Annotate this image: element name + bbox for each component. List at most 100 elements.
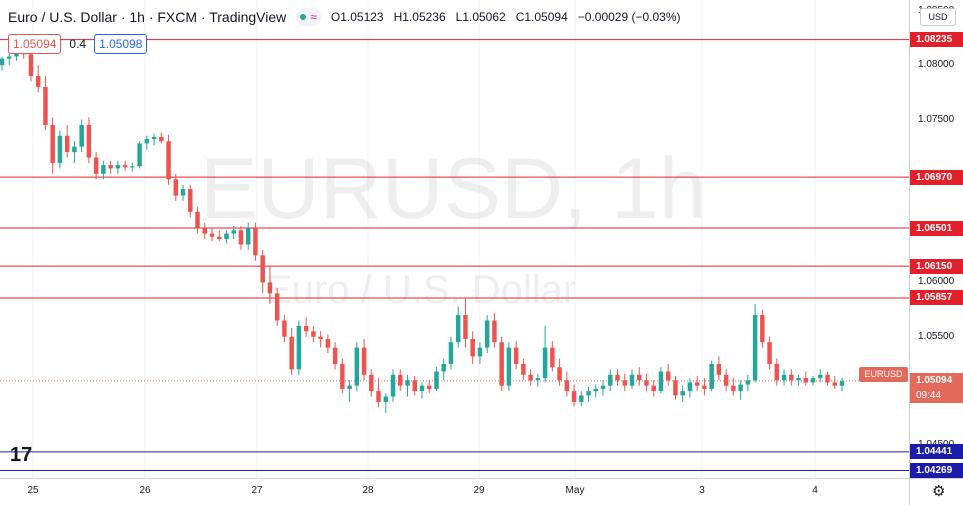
candle-body xyxy=(557,367,562,381)
candle-body xyxy=(173,179,179,196)
candle-body xyxy=(238,230,244,245)
current-price-label[interactable]: 1.05094 09:44 xyxy=(910,373,963,404)
candle-body xyxy=(224,233,229,239)
resistance-level-label[interactable]: 1.08235 xyxy=(910,32,963,48)
candle-body xyxy=(818,374,823,379)
candle-body xyxy=(282,320,287,337)
candle-body xyxy=(405,380,410,386)
candle-body xyxy=(463,315,468,339)
candle-body xyxy=(796,378,801,381)
candle-body xyxy=(296,325,302,370)
candle-body xyxy=(441,363,446,372)
candle-body xyxy=(615,374,620,381)
buy-price-box[interactable]: 1.05098 xyxy=(94,34,148,54)
candle-body xyxy=(289,336,294,370)
candle-body xyxy=(644,380,649,386)
candle-body xyxy=(64,135,70,153)
candle-body xyxy=(470,338,475,357)
status-indicators[interactable]: ≈ xyxy=(296,8,321,26)
candle-body xyxy=(340,363,345,389)
candle-body xyxy=(839,381,845,386)
candle-body xyxy=(202,228,208,234)
candle-body xyxy=(709,363,714,389)
candle-body xyxy=(673,380,678,396)
market-open-dot-icon xyxy=(300,14,307,20)
legend-symbol[interactable]: Euro / U.S. Dollar · 1h · FXCM · Trading… xyxy=(8,9,287,25)
candle-body xyxy=(434,371,439,389)
candle-body xyxy=(390,374,396,397)
candle-body xyxy=(774,363,780,381)
candle-body xyxy=(72,146,77,153)
chart-settings-corner[interactable]: ⚙ xyxy=(909,478,963,505)
symbol-price-tag: EURUSD xyxy=(859,367,908,382)
candle-body xyxy=(687,382,693,392)
currency-button[interactable]: USD xyxy=(920,8,956,26)
support-level-label[interactable]: 1.04441 xyxy=(910,444,963,460)
tradingview-logo-icon[interactable]: 17 xyxy=(10,444,33,466)
candle-body xyxy=(810,378,816,383)
price-tick-label: 1.07500 xyxy=(918,113,955,125)
resistance-level-label[interactable]: 1.06501 xyxy=(910,220,963,236)
candle-body xyxy=(354,347,360,386)
candle-body xyxy=(738,384,743,392)
spread-value: 0.4 xyxy=(69,37,87,51)
candle-body xyxy=(144,139,150,144)
candle-body xyxy=(832,382,838,386)
candle-body xyxy=(593,388,599,392)
candle-body xyxy=(6,56,12,59)
candle-body xyxy=(412,380,418,392)
candle-body xyxy=(571,391,577,402)
resistance-level-label[interactable]: 1.06150 xyxy=(910,258,963,274)
support-level-label[interactable]: 1.04269 xyxy=(910,463,963,478)
candle-body xyxy=(151,136,157,140)
candle-body xyxy=(86,124,92,158)
candle-body xyxy=(767,342,772,364)
candle-body xyxy=(274,293,280,321)
candle-body xyxy=(513,347,519,364)
candle-body xyxy=(542,347,548,379)
legend-change: −0.00029 (−0.03%) xyxy=(577,10,681,24)
candle-body xyxy=(499,342,504,386)
candle-body xyxy=(455,315,461,343)
candle-body xyxy=(658,371,664,392)
candle-body xyxy=(57,135,63,163)
chart-pane[interactable]: EURUSD, 1h Euro / U.S. Dollar Euro / U.S… xyxy=(0,0,909,478)
candle-body xyxy=(369,374,374,392)
resistance-level-label[interactable]: 1.05857 xyxy=(910,290,963,306)
candle-body xyxy=(245,228,251,245)
candle-body xyxy=(209,233,215,237)
candle-body xyxy=(303,325,309,332)
candle-body xyxy=(14,52,19,57)
candle-body xyxy=(477,347,483,357)
candle-body xyxy=(267,282,273,294)
time-tick-label: 27 xyxy=(251,485,263,496)
chart-legend: Euro / U.S. Dollar · 1h · FXCM · Trading… xyxy=(8,8,681,26)
candle-body xyxy=(347,385,352,389)
candle-body xyxy=(528,374,533,381)
candle-body xyxy=(651,385,656,392)
candle-body xyxy=(195,211,200,229)
approx-icon: ≈ xyxy=(310,10,317,24)
price-axis[interactable]: 1.045001.055001.060001.075001.080001.085… xyxy=(909,0,963,478)
candle-body xyxy=(332,347,338,364)
settings-gear-icon[interactable]: ⚙ xyxy=(932,483,946,500)
resistance-level-label[interactable]: 1.06970 xyxy=(910,169,963,185)
candle-body xyxy=(702,385,707,389)
candle-body xyxy=(760,315,765,343)
candle-body xyxy=(731,385,736,392)
candle-body xyxy=(253,228,258,256)
candle-body xyxy=(629,374,635,386)
time-tick-label: 29 xyxy=(473,485,485,496)
candle-body xyxy=(108,165,113,169)
candle-body xyxy=(376,391,381,402)
candle-body xyxy=(636,374,642,381)
candle-body xyxy=(398,374,403,386)
sell-price-box[interactable]: 1.05094 xyxy=(8,34,62,54)
candle-body xyxy=(159,136,164,142)
candle-body xyxy=(93,157,99,174)
candle-body xyxy=(665,371,671,381)
candle-body xyxy=(137,143,142,167)
time-axis[interactable]: 25 26 27 28 29 May 3 4 xyxy=(0,478,909,505)
time-tick-label: 28 xyxy=(362,485,374,496)
candle-body xyxy=(484,320,490,348)
